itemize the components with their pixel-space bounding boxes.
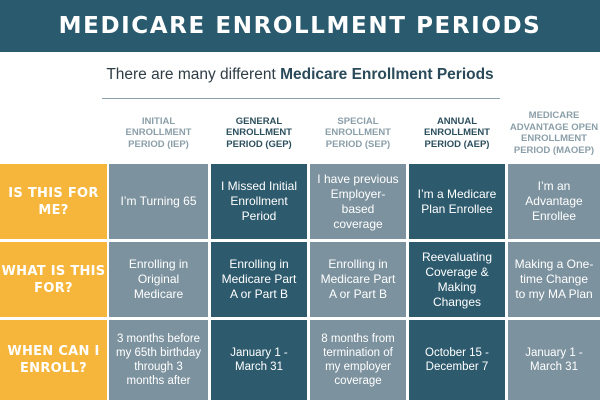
table-cell: I’m Turning 65 (109, 164, 208, 239)
table-cell: I’m a Medicare Plan Enrollee (409, 164, 505, 239)
page-title: MEDICARE ENROLLMENT PERIODS (0, 0, 600, 52)
table-cell: 8 months from termination of my employer… (310, 320, 406, 400)
row-header-is-this-for-me: IS THIS FOR ME? (0, 164, 107, 239)
subtitle-emphasis: Medicare Enrollment Periods (280, 66, 494, 83)
divider (102, 98, 500, 99)
table-cell: January 1 - March 31 (211, 320, 307, 400)
table-cell: I Missed Initial Enrollment Period (211, 164, 307, 239)
table-cell: January 1 - March 31 (508, 320, 600, 400)
table-cell: Making a One-time Change to my MA Plan (508, 242, 600, 317)
subtitle: There are many different Medicare Enroll… (0, 66, 600, 88)
table-cell: I have previous Employer-based coverage (310, 164, 406, 239)
column-header-iep: INITIAL ENROLLMENT PERIOD (IEP) (125, 115, 192, 150)
row-header-what-is-this-for: WHAT IS THIS FOR? (0, 242, 107, 317)
table-cell: Enrolling in Medicare Part A or Part B (211, 242, 307, 317)
column-header-sep: SPECIAL ENROLLMENT PERIOD (SEP) (325, 115, 391, 150)
subtitle-text: There are many different (106, 66, 281, 83)
table-cell: I’m an Advantage Enrollee (508, 164, 600, 239)
table-cell: October 15 - December 7 (409, 320, 505, 400)
column-header-gep: GENERAL ENROLLMENT PERIOD (GEP) (226, 115, 292, 150)
row-header-when-can-i-enroll: WHEN CAN I ENROLL? (0, 320, 107, 400)
table-cell: Enrolling in Medicare Part A or Part B (310, 242, 406, 317)
table-cell: Enrolling in Original Medicare (109, 242, 208, 317)
table-cell: 3 months before my 65th birthday through… (109, 320, 208, 400)
column-header-maoep: MEDICARE ADVANTAGE OPEN ENROLLMENT PERIO… (509, 110, 599, 156)
column-header-aep: ANNUAL ENROLLMENT PERIOD (AEP) (424, 115, 490, 150)
table-cell: Reevaluating Coverage & Making Changes (409, 242, 505, 317)
